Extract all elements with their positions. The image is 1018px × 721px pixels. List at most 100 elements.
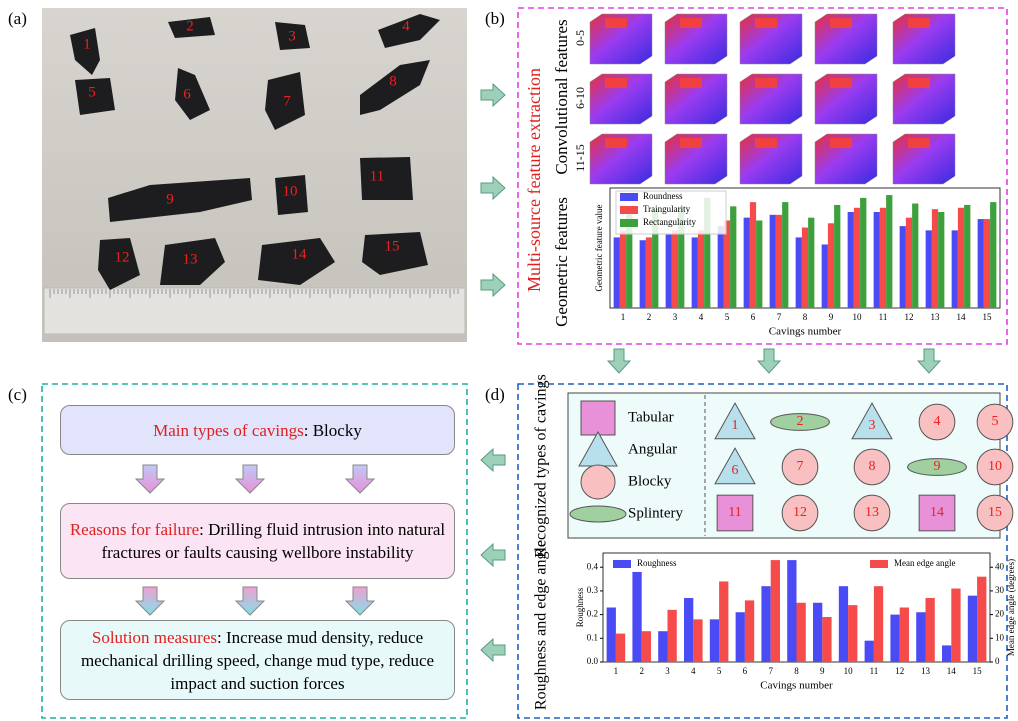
- sample-label: 3: [869, 418, 876, 433]
- caving-label: 6: [183, 86, 191, 102]
- conv-label: Convolutional features: [552, 19, 571, 174]
- bar: [964, 205, 970, 308]
- sample-label: 14: [930, 505, 944, 520]
- bar: [640, 240, 646, 308]
- bar: [698, 230, 704, 308]
- bar: [668, 610, 677, 662]
- caving-label: 3: [288, 28, 296, 44]
- cube-patch: [605, 78, 627, 88]
- panel-label: (d): [485, 385, 505, 404]
- bar: [886, 195, 892, 308]
- x-tick-label: 13: [931, 312, 941, 322]
- y-tick-label: 0.0: [587, 656, 599, 666]
- bar: [796, 237, 802, 308]
- conv-row-label: 11-15: [573, 144, 587, 172]
- y2-tick-label: 10: [995, 632, 1005, 642]
- x-tick-label: 11: [870, 666, 879, 676]
- x-tick-label: 3: [673, 312, 678, 322]
- bar: [718, 226, 724, 308]
- legend-label: Tabular: [628, 409, 674, 425]
- caving-label: 14: [292, 246, 308, 262]
- bar: [620, 230, 626, 308]
- bar: [666, 235, 672, 308]
- caving-label: 7: [283, 93, 291, 109]
- x-tick-label: 6: [743, 666, 748, 676]
- legend-label: Blocky: [628, 473, 672, 489]
- sample-label: 6: [732, 463, 739, 478]
- legend-swatch: [613, 560, 631, 568]
- y-tick-label: 0.4: [587, 561, 599, 571]
- bar: [865, 641, 874, 662]
- bar: [808, 218, 814, 308]
- sample-label: 13: [865, 505, 879, 520]
- geo-label: Geometric features: [552, 197, 571, 327]
- conclusion-label: Main types of cavings: [153, 421, 304, 440]
- bar: [797, 603, 806, 662]
- caving-label: 11: [370, 168, 384, 184]
- figure-graphics: (a) (b) (c) (d) Multi-source feature ext…: [0, 0, 1018, 721]
- bar: [776, 215, 782, 308]
- bar: [802, 228, 808, 308]
- legend-swatch: [620, 193, 638, 201]
- cube-patch: [755, 78, 777, 88]
- conclusion-box: Reasons for failure: Drilling fluid intr…: [60, 503, 455, 579]
- bar: [874, 212, 880, 308]
- bar: [787, 560, 796, 662]
- cube-patch: [830, 138, 852, 148]
- sample-label: 8: [869, 459, 876, 474]
- conclusion-text: : Blocky: [304, 421, 362, 440]
- legend-swatch: [620, 219, 638, 227]
- legend-label: Mean edge angle: [894, 558, 955, 568]
- bar: [932, 209, 938, 308]
- x-tick-label: 12: [895, 666, 904, 676]
- x-tick-label: 1: [621, 312, 626, 322]
- x-tick-label: 4: [691, 666, 696, 676]
- bar: [906, 218, 912, 308]
- bar: [854, 208, 860, 308]
- bar: [977, 577, 986, 662]
- x-tick-label: 12: [905, 312, 914, 322]
- cube-patch: [680, 18, 702, 28]
- bar: [968, 596, 977, 662]
- x-tick-label: 8: [794, 666, 799, 676]
- panel-label: (c): [8, 385, 27, 404]
- x-tick-label: 4: [699, 312, 704, 322]
- conclusion-label: Reasons for failure: [70, 520, 199, 539]
- bar: [990, 202, 996, 308]
- x-tick-label: 6: [751, 312, 756, 322]
- x-tick-label: 7: [777, 312, 782, 322]
- caving-label: 5: [88, 84, 96, 100]
- y-tick-label: 0.1: [587, 632, 598, 642]
- bar: [942, 645, 951, 662]
- bar: [938, 212, 944, 308]
- bar: [750, 202, 756, 308]
- bar: [684, 598, 693, 662]
- panel-label: (a): [8, 9, 27, 28]
- y2-tick-label: 40: [995, 561, 1005, 571]
- x-tick-label: 15: [983, 312, 993, 322]
- y-axis-label: Roughness: [575, 587, 585, 627]
- bar: [958, 208, 964, 308]
- panel-label: (b): [485, 9, 505, 28]
- bar: [614, 237, 620, 308]
- sample-label: 15: [988, 505, 1002, 520]
- bar: [736, 612, 745, 662]
- recognition-title: Recognized types of cavings: [533, 374, 550, 558]
- sample-label: 2: [797, 414, 804, 429]
- bar: [632, 572, 641, 662]
- sample-label: 11: [728, 505, 741, 520]
- bar: [916, 612, 925, 662]
- bar: [848, 605, 857, 662]
- legend-label: Rectangularity: [643, 217, 696, 227]
- bar: [848, 212, 854, 308]
- bar: [672, 230, 678, 308]
- cube-patch: [908, 78, 930, 88]
- y2-axis-label: Mean edge angle (degrees): [1006, 559, 1016, 656]
- conv-row-label: 0-5: [573, 30, 587, 46]
- x-axis-label: Cavings number: [769, 326, 842, 338]
- x-tick-label: 2: [647, 312, 652, 322]
- cube-patch: [605, 138, 627, 148]
- bar: [890, 615, 899, 662]
- cube-patch: [908, 18, 930, 28]
- bar: [693, 619, 702, 662]
